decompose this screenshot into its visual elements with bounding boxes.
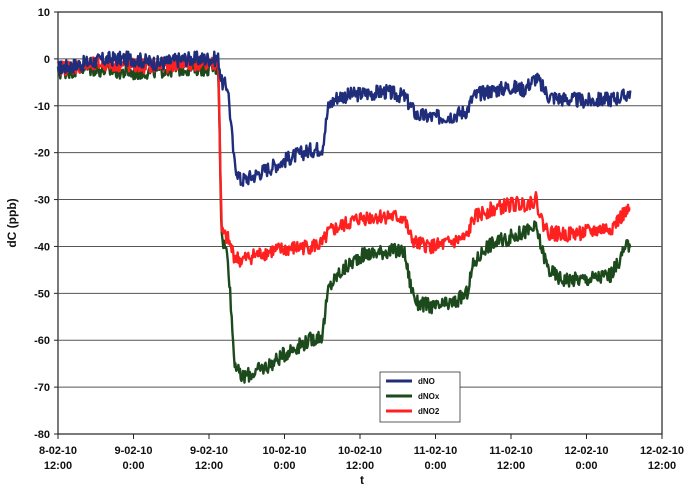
series-line-dno [57, 50, 632, 187]
y-tick-label: -80 [34, 429, 50, 441]
x-tick-label-date: 9-02-10 [190, 445, 228, 457]
x-tick-label-date: 12-02-10 [564, 445, 608, 457]
x-tick-label-date: 12-02-10 [640, 445, 684, 457]
x-tick-label-time: 0:00 [273, 460, 295, 472]
x-tick-label-time: 12:00 [346, 460, 374, 472]
y-tick-label: -50 [34, 288, 50, 300]
series-lines [56, 50, 632, 384]
x-tick-label-time: 12:00 [497, 460, 525, 472]
y-axis-ticks: 10 0 -10 -20 -30 -40 -50 -60 -70 -80 [34, 7, 58, 441]
y-tick-label: -30 [34, 195, 50, 207]
x-tick-label-date: 11-02-10 [489, 445, 532, 457]
x-tick-label-date: 11-02-10 [414, 445, 457, 457]
y-tick-label: -60 [34, 335, 50, 347]
legend-label: dNO2 [418, 407, 440, 416]
x-tick-label-time: 0:00 [575, 460, 597, 472]
y-tick-label: -40 [34, 241, 50, 253]
x-tick-label-date: 10-02-10 [262, 445, 306, 457]
x-tick-label-time: 0:00 [122, 460, 144, 472]
x-tick-label-date: 10-02-10 [338, 445, 382, 457]
x-tick-label-time: 12:00 [195, 460, 223, 472]
x-tick-label-time: 0:00 [424, 460, 446, 472]
x-tick-label-time: 12:00 [648, 460, 676, 472]
y-tick-label: -20 [34, 148, 50, 160]
y-tick-label: -10 [34, 101, 50, 113]
x-tick-label-time: 12:00 [44, 460, 72, 472]
x-axis-title: t [360, 473, 364, 487]
legend-label: dNOx [418, 392, 440, 401]
legend-label: dNO [418, 377, 435, 386]
y-axis-title: dC (ppb) [5, 198, 19, 247]
x-tick-label-date: 8-02-10 [39, 445, 77, 457]
x-axis-ticks: 8-02-10 12:00 9-02-10 0:00 9-02-10 12:00 10-02… [39, 434, 684, 472]
y-tick-label: 0 [44, 54, 50, 66]
y-tick-label: -70 [34, 382, 50, 394]
x-tick-label-date: 9-02-10 [115, 445, 153, 457]
y-tick-label: 10 [38, 7, 50, 19]
legend: dNO dNOx dNO2 [379, 371, 461, 423]
